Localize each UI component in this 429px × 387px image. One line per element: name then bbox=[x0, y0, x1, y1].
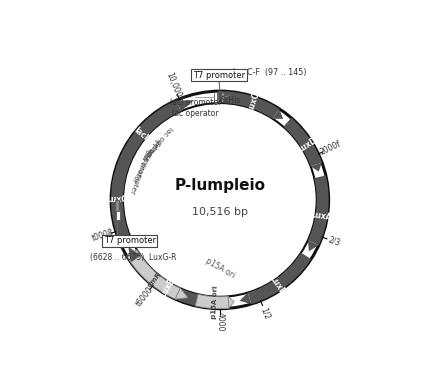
Text: lac operator: lac operator bbox=[140, 125, 174, 161]
Text: LuxC: LuxC bbox=[246, 91, 261, 114]
Text: 6xHis: 6xHis bbox=[219, 96, 241, 104]
Polygon shape bbox=[127, 250, 180, 299]
Text: t0008: t0008 bbox=[91, 228, 115, 243]
Polygon shape bbox=[218, 91, 279, 119]
Text: cat promoter: cat promoter bbox=[129, 148, 151, 194]
Text: 4000: 4000 bbox=[215, 312, 224, 332]
Text: LuxG: LuxG bbox=[106, 195, 128, 204]
Text: 2/3: 2/3 bbox=[327, 235, 342, 248]
Text: lacI promoter
lac operator: lacI promoter lac operator bbox=[170, 98, 221, 118]
Bar bbox=[115, 200, 119, 211]
Polygon shape bbox=[308, 175, 329, 245]
Polygon shape bbox=[239, 293, 251, 304]
Polygon shape bbox=[131, 255, 222, 309]
Polygon shape bbox=[175, 288, 188, 299]
Text: LuxD: LuxD bbox=[296, 136, 319, 155]
Text: t6000: t6000 bbox=[134, 284, 155, 308]
Text: 1/2: 1/2 bbox=[259, 306, 272, 320]
Polygon shape bbox=[195, 294, 229, 309]
Polygon shape bbox=[311, 163, 322, 171]
Bar bbox=[116, 209, 120, 219]
Text: S-tag: S-tag bbox=[144, 139, 160, 158]
Bar bbox=[214, 92, 217, 103]
Text: T7 terminator: T7 terminator bbox=[130, 137, 159, 183]
Text: p15A ori: p15A ori bbox=[211, 286, 218, 319]
Polygon shape bbox=[284, 118, 322, 166]
Polygon shape bbox=[176, 100, 193, 111]
Text: P-lumpleio: P-lumpleio bbox=[174, 178, 266, 192]
Text: LuxB: LuxB bbox=[268, 274, 287, 296]
Polygon shape bbox=[114, 168, 126, 178]
Polygon shape bbox=[111, 175, 130, 239]
Text: lacI: lacI bbox=[132, 125, 150, 142]
Text: LuxC-F  (97 .. 145): LuxC-F (97 .. 145) bbox=[233, 68, 307, 77]
Polygon shape bbox=[128, 247, 141, 262]
Text: (6628 .. 6675)  LuxG-R: (6628 .. 6675) LuxG-R bbox=[90, 253, 177, 262]
Polygon shape bbox=[228, 296, 234, 308]
Text: 2000f: 2000f bbox=[319, 140, 342, 157]
Text: p15A ori: p15A ori bbox=[204, 257, 236, 280]
Text: T7 promoter: T7 promoter bbox=[104, 236, 156, 245]
Polygon shape bbox=[308, 240, 319, 251]
Polygon shape bbox=[112, 100, 181, 190]
Text: LuxA: LuxA bbox=[310, 210, 332, 222]
Bar bbox=[221, 92, 224, 103]
Text: 10,000f: 10,000f bbox=[164, 71, 184, 102]
Text: 10,516 bp: 10,516 bp bbox=[192, 207, 248, 217]
Text: LuxE: LuxE bbox=[158, 277, 176, 299]
Text: T7 promoter: T7 promoter bbox=[193, 71, 245, 80]
Text: CmR: CmR bbox=[147, 271, 163, 289]
Polygon shape bbox=[273, 109, 283, 119]
Polygon shape bbox=[248, 253, 311, 304]
